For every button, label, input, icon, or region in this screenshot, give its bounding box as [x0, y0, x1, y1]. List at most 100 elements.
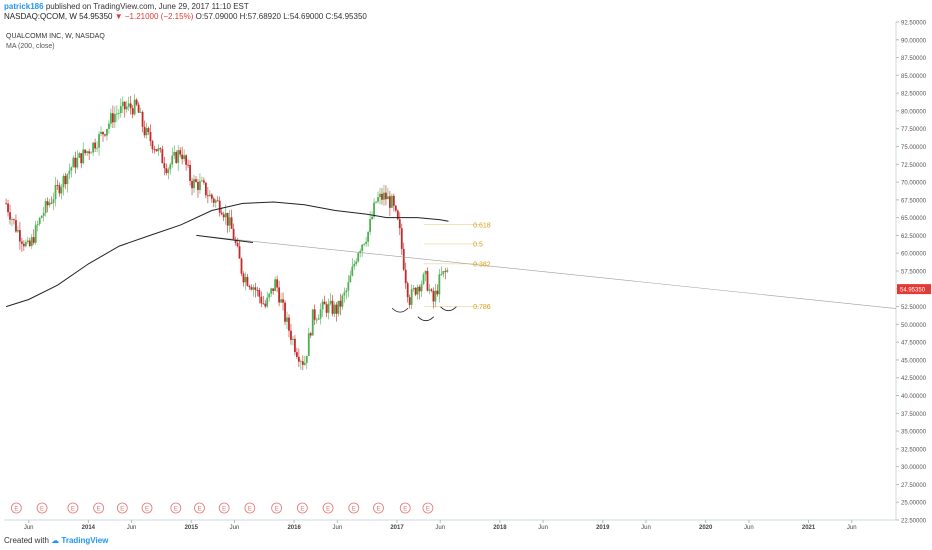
candle-body: [108, 123, 110, 129]
x-tick-label: Jun: [744, 525, 754, 531]
candle-body: [270, 288, 273, 294]
candle-body: [392, 195, 395, 206]
candles: [5, 94, 449, 371]
candle-body: [329, 300, 332, 304]
candle-body: [72, 157, 75, 168]
candle-body: [50, 202, 53, 204]
candle-body: [294, 338, 296, 353]
tradingview-brand[interactable]: TradingView: [61, 536, 109, 545]
earnings-icon: [322, 502, 334, 514]
candle-body: [375, 201, 377, 203]
candle-body: [252, 287, 255, 290]
price-change: ▼ −1.21000 (−2.15%): [114, 12, 194, 21]
candle-body: [335, 304, 338, 314]
candle-body: [189, 164, 191, 181]
y-tick-label: 72.50000: [901, 163, 927, 169]
candle-body: [5, 203, 7, 205]
candle-body: [216, 200, 219, 202]
author-link[interactable]: patrick186: [4, 2, 44, 11]
candle-body: [199, 181, 201, 191]
candle-body: [339, 300, 342, 307]
candle-body: [169, 164, 172, 170]
y-tick-label: 80.00000: [901, 109, 927, 115]
candle-body: [424, 270, 427, 275]
candle-body: [262, 303, 265, 305]
candle-body: [268, 293, 271, 298]
candle-body: [381, 193, 383, 200]
y-tick-label: 65.00000: [901, 216, 927, 222]
candle-body: [260, 296, 263, 304]
candle-body: [123, 101, 126, 110]
y-tick-label: 82.50000: [901, 92, 927, 98]
candle-body: [337, 300, 340, 314]
candle-body: [353, 263, 356, 267]
candle-body: [52, 199, 55, 203]
candle-body: [224, 212, 227, 218]
candle-body: [238, 246, 241, 259]
earnings-icon: [422, 502, 434, 514]
candle-body: [349, 275, 352, 283]
candle-body: [143, 126, 146, 136]
x-tick-label: 2017: [390, 525, 404, 531]
y-tick-label: 22.50000: [901, 519, 927, 525]
candle-body: [323, 301, 326, 305]
candle-body: [396, 210, 399, 220]
candle-body: [400, 228, 403, 249]
y-tick-label: 52.50000: [901, 305, 927, 311]
candle-body: [62, 175, 65, 188]
candle-body: [187, 164, 189, 166]
candle-body: [282, 299, 284, 303]
earnings-icon: [348, 502, 360, 514]
candle-body: [367, 231, 370, 242]
candle-body: [28, 240, 31, 246]
candle-body: [113, 114, 116, 123]
earnings-label: E: [222, 506, 226, 512]
candle-body: [13, 219, 15, 221]
candle-body: [133, 99, 136, 115]
candle-body: [42, 212, 45, 216]
candle-body: [347, 282, 350, 291]
candle-body: [436, 290, 439, 295]
candle-body: [102, 131, 104, 135]
publish-line: patrick186 published on TradingView.com,…: [4, 2, 367, 12]
candle-body: [185, 155, 188, 165]
candle-body: [351, 266, 354, 276]
earnings-icon: [116, 502, 128, 514]
y-tick-label: 90.00000: [901, 38, 927, 44]
candle-body: [76, 157, 79, 168]
footer: Created with ☁ TradingView: [4, 535, 108, 547]
candle-body: [256, 289, 259, 291]
x-tick-label: Jun: [538, 525, 548, 531]
earnings-icon: [296, 502, 308, 514]
candle-body: [379, 193, 381, 198]
candle-body: [242, 273, 245, 283]
candle-body: [139, 111, 142, 113]
candle-body: [383, 192, 385, 200]
candle-body: [416, 286, 419, 295]
candle-body: [406, 283, 409, 298]
earnings-label: E: [40, 506, 44, 512]
candle-body: [250, 287, 253, 290]
price-tag-label: 54.95350: [900, 288, 926, 294]
candle-body: [24, 242, 27, 247]
candle-body: [173, 152, 176, 156]
candle-body: [82, 149, 85, 164]
candle-body: [266, 297, 269, 307]
y-tick-label: 45.00000: [901, 358, 927, 364]
y-tick-label: 67.50000: [901, 198, 927, 204]
candle-body: [361, 244, 364, 251]
candle-body: [315, 319, 318, 321]
legend-title: QUALCOMM INC, W, NASDAQ: [6, 33, 105, 40]
published-text: published on TradingView.com, June 29, 2…: [45, 2, 249, 11]
candle-body: [444, 271, 447, 272]
candle-body: [404, 269, 407, 284]
y-tick-label: 47.50000: [901, 341, 927, 347]
candle-body: [442, 271, 445, 275]
candle-body: [284, 302, 286, 322]
candle-body: [274, 279, 277, 291]
candle-body: [66, 174, 69, 185]
x-tick-label: 2014: [82, 525, 96, 531]
candle-body: [20, 241, 23, 244]
candle-body: [303, 362, 306, 365]
